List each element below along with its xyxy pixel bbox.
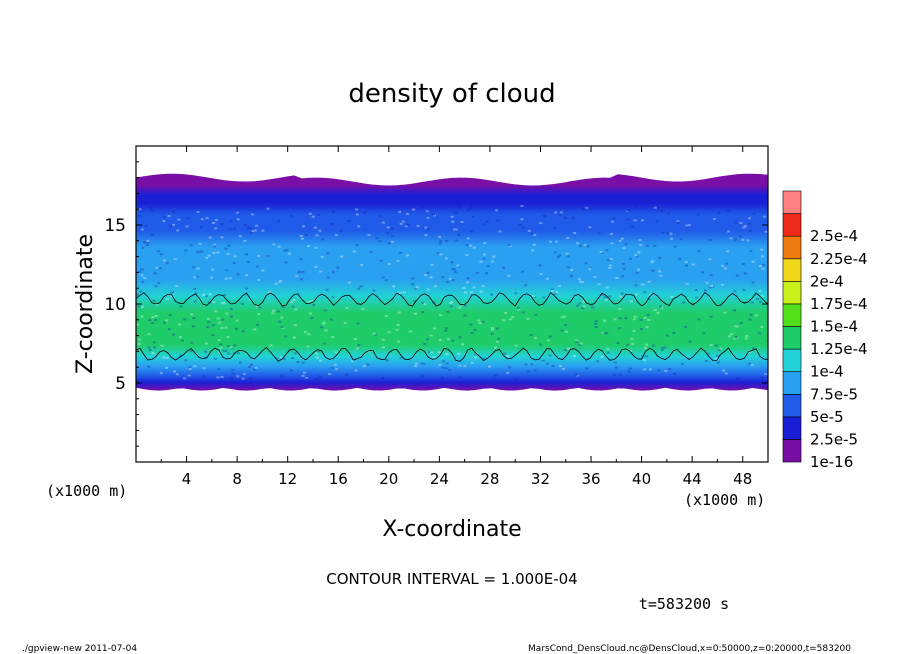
colorbar: 1e-16 2.5e-5 5e-5 7.5e-5 1e-4 1.25e-4 1.5e-4 1.… bbox=[782, 190, 868, 471]
colorbar-label: 1e-16 bbox=[810, 453, 853, 471]
colorbar-swatch bbox=[782, 213, 802, 237]
x-tick-label: 44 bbox=[683, 470, 702, 488]
colorbar-swatch bbox=[782, 439, 802, 463]
colorbar-swatch bbox=[782, 280, 802, 305]
y-tick-label: 15 bbox=[104, 216, 126, 236]
x-tick-label: 32 bbox=[531, 470, 550, 488]
colorbar-swatch bbox=[782, 393, 802, 418]
colorbar-swatch bbox=[782, 371, 802, 395]
x-tick-label: 8 bbox=[232, 470, 242, 488]
x-tick-label: 40 bbox=[632, 470, 651, 488]
contour-lines bbox=[136, 291, 768, 362]
x-axis: 4 8 12 16 20 24 28 32 36 40 44 48 bbox=[160, 146, 752, 488]
colorbar-label: 2.5e-4 bbox=[810, 227, 858, 245]
plot-area bbox=[136, 146, 768, 462]
x-axis-label: X-coordinate bbox=[382, 517, 521, 542]
x-tick-label: 12 bbox=[278, 470, 297, 488]
y-axis-label: Z-coordinate bbox=[73, 234, 98, 374]
x-tick-label: 36 bbox=[581, 470, 600, 488]
footer-left: ./gpview-new 2011-07-04 bbox=[22, 644, 137, 654]
x-tick-label: 48 bbox=[733, 470, 752, 488]
contour-line bbox=[136, 346, 768, 362]
colorbar-swatch bbox=[782, 416, 802, 440]
cloud-band bbox=[136, 173, 768, 391]
colorbar-swatch bbox=[782, 303, 802, 327]
colorbar-label: 2e-4 bbox=[810, 272, 844, 290]
colorbar-label: 1e-4 bbox=[810, 363, 844, 381]
x-tick-label: 4 bbox=[182, 470, 192, 488]
x-tick-label: 24 bbox=[430, 470, 449, 488]
cloud-texture bbox=[136, 204, 768, 381]
colorbar-swatch bbox=[782, 235, 802, 260]
y-tick-label: 5 bbox=[115, 374, 126, 394]
colorbar-swatch bbox=[782, 258, 802, 282]
colorbar-label: 2.25e-4 bbox=[810, 250, 868, 268]
colorbar-swatch bbox=[782, 190, 802, 214]
cloud-band-fill bbox=[136, 173, 768, 391]
x-tick-label: 20 bbox=[379, 470, 398, 488]
colorbar-label: 5e-5 bbox=[810, 408, 844, 426]
chart-title: density of cloud bbox=[348, 79, 555, 109]
x-tick-label: 16 bbox=[329, 470, 348, 488]
colorbar-label: 1.5e-4 bbox=[810, 318, 858, 336]
colorbar-swatch bbox=[782, 326, 802, 350]
x-unit-right: (x1000 m) bbox=[684, 491, 765, 509]
footer-right: MarsCond_DensCloud.nc@DensCloud,x=0:5000… bbox=[528, 644, 851, 654]
colorbar-label: 1.75e-4 bbox=[810, 295, 868, 313]
colorbar-label: 1.25e-4 bbox=[810, 340, 868, 358]
x-unit-left: (x1000 m) bbox=[46, 482, 127, 500]
colorbar-label: 2.5e-5 bbox=[810, 430, 858, 448]
contour-line bbox=[136, 291, 768, 307]
colorbar-label: 7.5e-5 bbox=[810, 385, 858, 403]
time-label: t=583200 s bbox=[639, 595, 729, 613]
x-tick-label: 28 bbox=[480, 470, 499, 488]
y-tick-label: 10 bbox=[104, 295, 126, 315]
colorbar-swatch bbox=[782, 348, 802, 373]
contour-interval-label: CONTOUR INTERVAL = 1.000E-04 bbox=[326, 570, 577, 588]
y-axis: 5 10 15 bbox=[104, 161, 768, 447]
